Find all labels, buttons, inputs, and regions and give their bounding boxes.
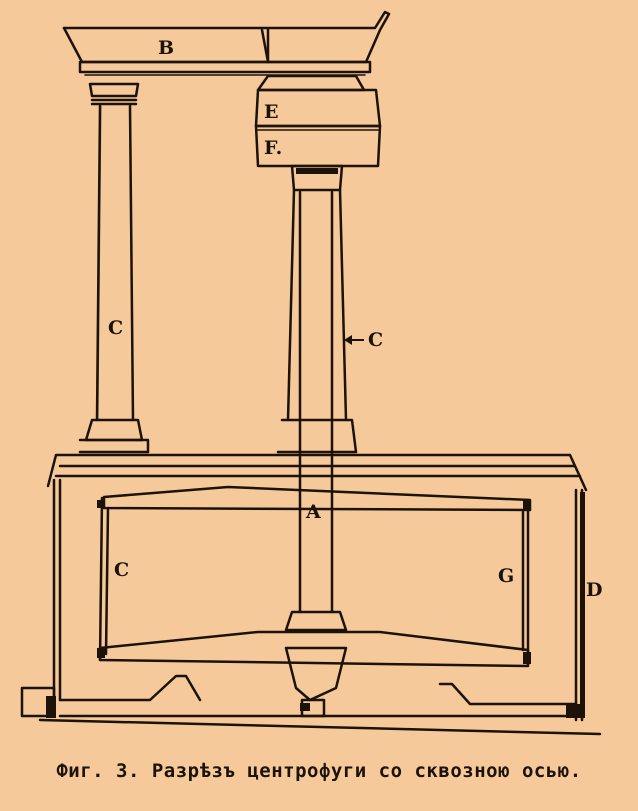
- frame-top-plate: [46, 453, 588, 492]
- label-f: F.: [264, 137, 282, 159]
- shaft-hub: [284, 646, 348, 718]
- central-shaft: [284, 190, 348, 632]
- pointer-arrow: [344, 335, 364, 345]
- bearing-housing-f: [254, 124, 382, 168]
- label-b: B: [158, 37, 174, 59]
- label-c-drum-left: C: [114, 559, 129, 581]
- shaft-column: [276, 164, 358, 454]
- base: [20, 674, 602, 736]
- figure-caption: Фиг. 3. Разрѣзъ центрофуги со сквозною о…: [56, 760, 582, 782]
- label-d: D: [586, 579, 602, 601]
- top-beam: [62, 10, 391, 76]
- label-a: A: [305, 501, 321, 523]
- label-g: G: [498, 565, 514, 587]
- label-c-arrow: C: [368, 329, 383, 351]
- label-e: E: [264, 101, 278, 123]
- centrifuge-drawing: B E F. C C A C G D: [20, 10, 602, 736]
- left-column: [78, 82, 150, 454]
- label-c-column: C: [108, 317, 123, 339]
